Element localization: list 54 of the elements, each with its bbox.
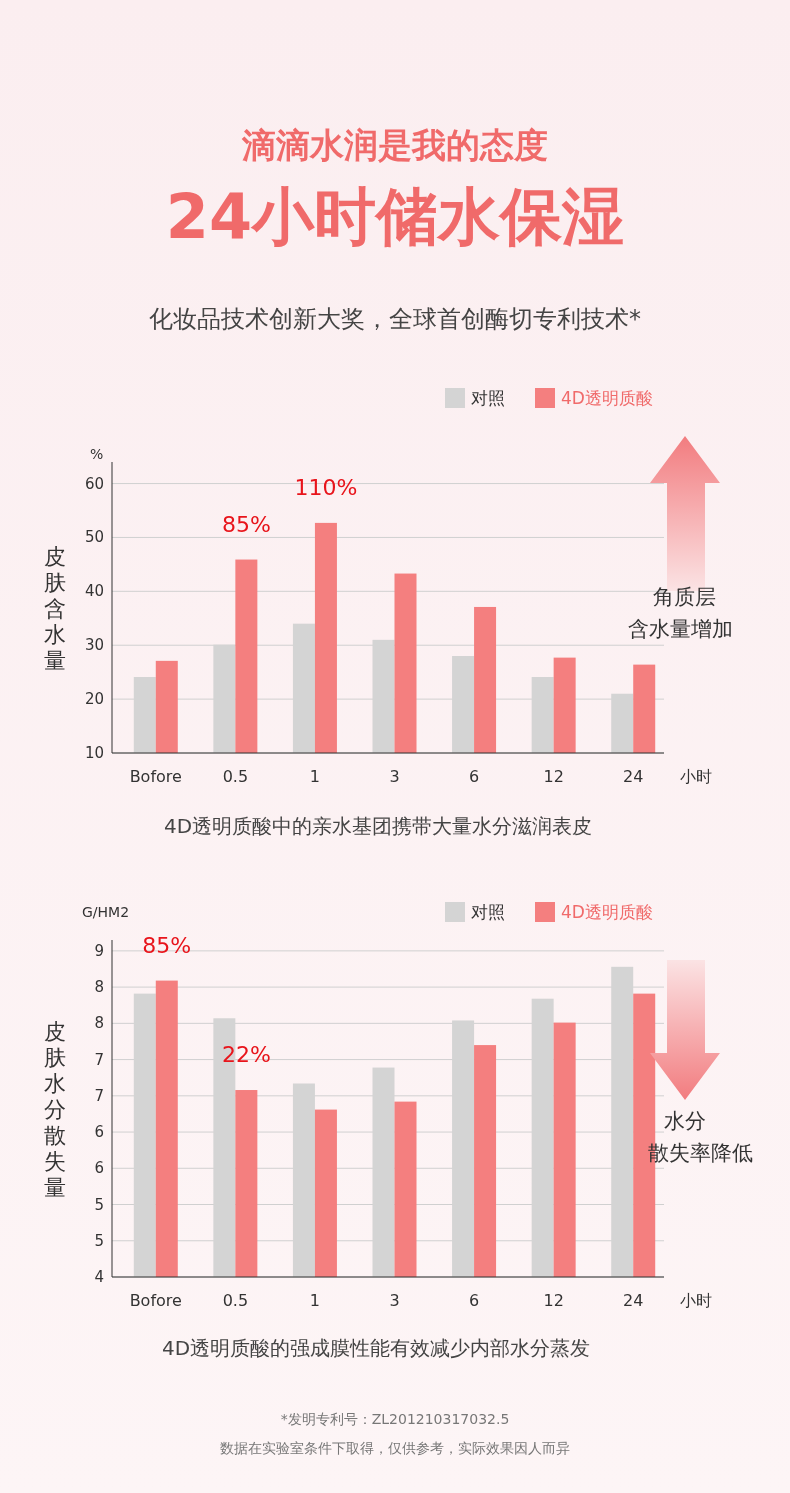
text: 4D透明质酸的强成膜性能有效减少内部水分蒸发	[161, 1336, 591, 1360]
x-tick-label: 0.5	[222, 1291, 249, 1310]
legend-label: 对照	[471, 902, 505, 922]
y-tick-label: 9	[94, 941, 104, 960]
legend-label: 对照	[471, 388, 505, 408]
text: G/HM2	[82, 904, 130, 920]
x-tick-label: 1	[309, 767, 321, 786]
y-axis-title: 皮肤含水量	[44, 543, 66, 673]
x-tick-label: 24	[623, 1291, 644, 1310]
annotation: 110%	[294, 474, 358, 500]
y-tick-label: 7	[94, 1086, 104, 1105]
y-tick-label: 20	[84, 690, 104, 709]
annotation: 水分	[664, 1109, 706, 1133]
x-axis-title: 小时	[680, 1291, 712, 1310]
y-tick-label: 10	[84, 744, 104, 762]
x-tick-label: 24	[623, 767, 644, 786]
x-tick-label: 6	[468, 1291, 480, 1310]
x-tick-label: 12	[543, 767, 564, 786]
annotation: 22%	[221, 1042, 271, 1068]
x-tick-label: Bofore	[129, 767, 182, 786]
y-tick-label: 5	[94, 1231, 104, 1250]
y-tick-label: 30	[84, 636, 104, 655]
y-tick-label: 5	[94, 1195, 104, 1214]
chart-title: 滴滴水润是我的态度	[241, 125, 548, 165]
y-axis-title: 皮肤水分散失量	[44, 1018, 66, 1200]
x-tick-label: 3	[389, 767, 400, 786]
chart-subtitle: 24小时储水保湿	[165, 180, 625, 253]
y-tick-label: 60	[84, 474, 104, 493]
text: 4D透明质酸中的亲水基团携带大量水分滋润表皮	[163, 814, 593, 838]
text: %	[90, 446, 104, 462]
y-tick-label: 6	[94, 1123, 104, 1142]
y-tick-label: 40	[84, 582, 104, 601]
x-tick-label: 3	[389, 1291, 400, 1310]
y-tick-label: 8	[94, 978, 104, 997]
annotation: 85%	[221, 511, 271, 537]
x-tick-label: 1	[309, 1291, 321, 1310]
x-tick-label: 0.5	[222, 767, 249, 786]
legend-label: 4D透明质酸	[561, 388, 653, 408]
annotation: 85%	[142, 932, 192, 958]
text: 数据在实验室条件下取得，仅供参考，实际效果因人而异	[220, 1440, 570, 1456]
y-tick-label: 4	[94, 1268, 104, 1286]
y-tick-label: 7	[94, 1050, 104, 1069]
annotation: 角质层	[652, 585, 716, 609]
x-axis-title: 小时	[680, 767, 712, 786]
text: *发明专利号：ZL201210317032.5	[280, 1411, 510, 1427]
y-tick-label: 6	[94, 1159, 104, 1178]
x-tick-label: 12	[543, 1291, 564, 1310]
y-tick-label: 8	[94, 1014, 104, 1033]
x-tick-label: 6	[468, 767, 480, 786]
legend-label: 4D透明质酸	[561, 902, 653, 922]
y-tick-label: 50	[84, 528, 104, 547]
x-tick-label: Bofore	[129, 1291, 182, 1310]
text: 化妆品技术创新大奖，全球首创酶切专利技术*	[149, 305, 641, 333]
annotation: 含水量增加	[627, 617, 733, 641]
